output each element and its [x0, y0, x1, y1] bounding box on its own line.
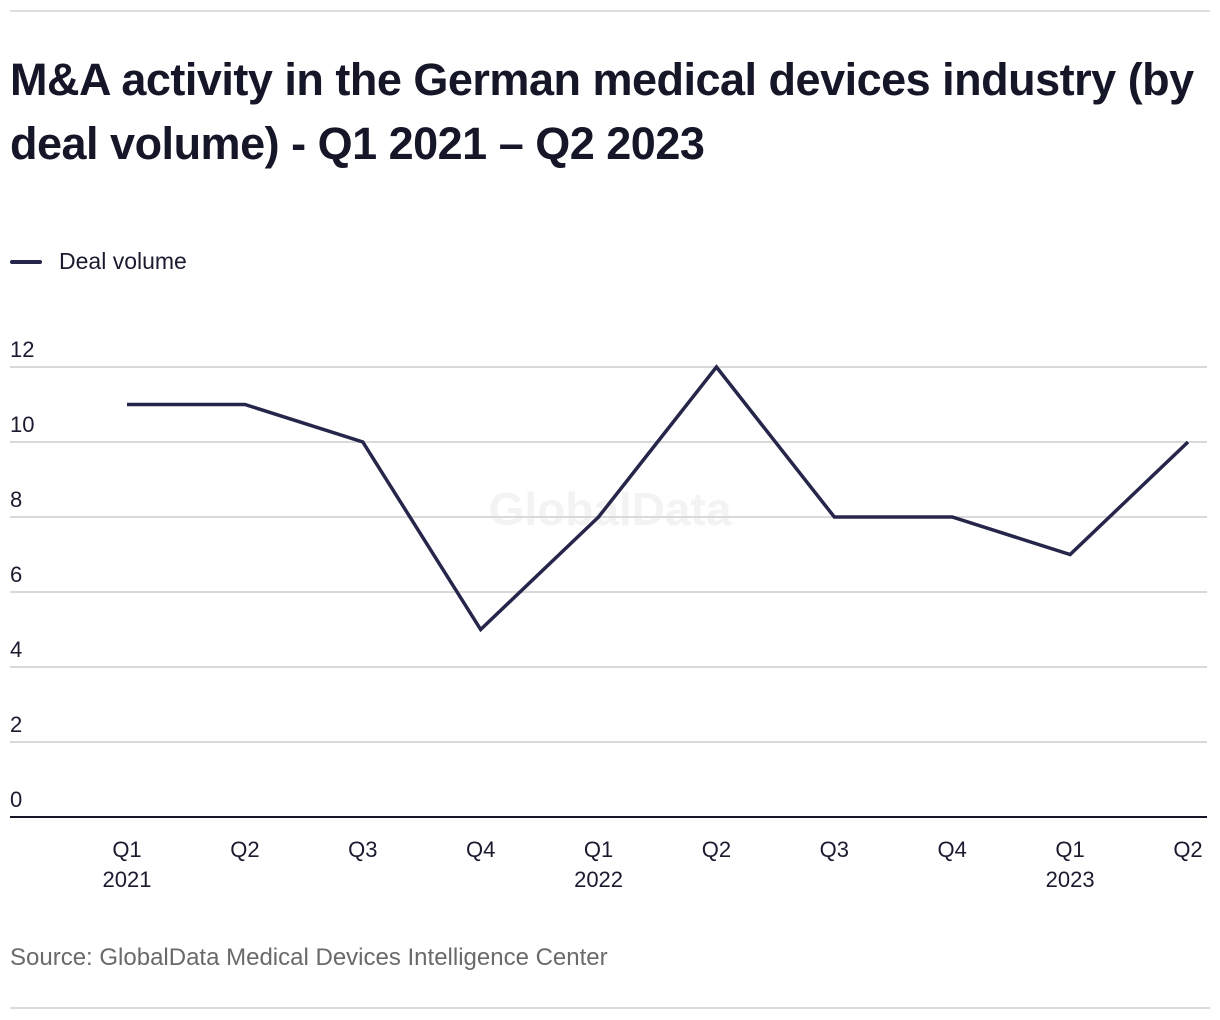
y-tick-label: 6	[10, 562, 22, 587]
x-tick-label: Q4	[466, 837, 495, 862]
x-tick-year-label: 2023	[1046, 867, 1095, 892]
top-divider	[10, 10, 1210, 12]
x-tick-label: Q2	[1173, 837, 1202, 862]
legend-line-swatch	[10, 259, 42, 264]
chart-title: M&A activity in the German medical devic…	[10, 54, 1194, 169]
legend: Deal volume	[10, 248, 187, 275]
x-tick-label: Q4	[938, 837, 967, 862]
x-tick-year-label: 2022	[574, 867, 623, 892]
bottom-divider	[10, 1007, 1210, 1009]
x-tick-label: Q3	[348, 837, 377, 862]
x-axis-ticks: Q1 2021 Q2 Q3 Q4 Q1 2022 Q2 Q3 Q4 Q1 2023 Q2	[103, 837, 1203, 892]
y-tick-label: 0	[10, 787, 22, 812]
x-tick-label: Q3	[820, 837, 849, 862]
y-tick-label: 8	[10, 487, 22, 512]
y-tick-label: 12	[10, 337, 34, 362]
watermark: GlobalData	[489, 483, 732, 535]
y-tick-label: 4	[10, 637, 22, 662]
x-tick-label: Q1	[112, 837, 141, 862]
x-tick-label: Q1	[584, 837, 613, 862]
series-layer	[127, 364, 1190, 633]
source-note: Source: GlobalData Medical Devices Intel…	[10, 944, 608, 971]
series-line-deal-volume	[127, 364, 1190, 633]
y-axis-ticks: 0 2 4 6 8 10 12	[10, 337, 34, 812]
legend-label: Deal volume	[59, 248, 187, 274]
gridlines	[10, 366, 1207, 743]
x-tick-label: Q1	[1055, 837, 1084, 862]
x-tick-label: Q2	[230, 837, 259, 862]
x-tick-year-label: 2021	[103, 867, 152, 892]
y-tick-label: 10	[10, 412, 34, 437]
y-tick-label: 2	[10, 712, 22, 737]
x-tick-label: Q2	[702, 837, 731, 862]
